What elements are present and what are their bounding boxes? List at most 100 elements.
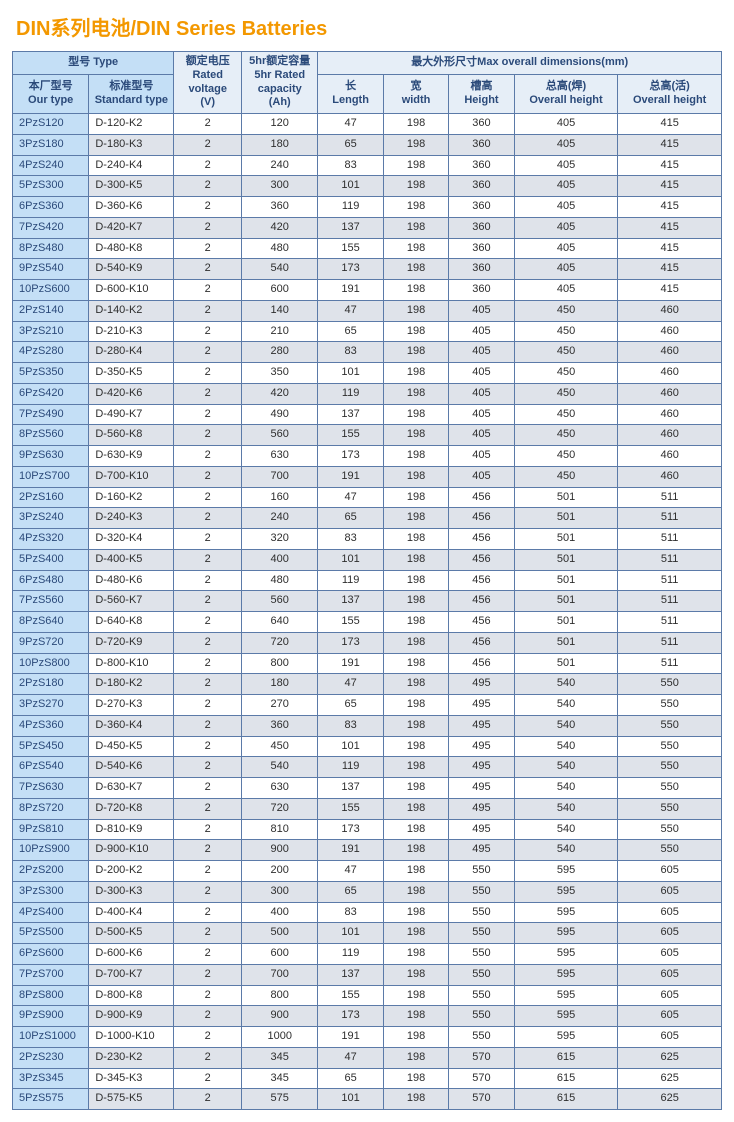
- cell-value: 550: [618, 819, 722, 840]
- cell-value: 47: [318, 1047, 383, 1068]
- cell-value: 83: [318, 902, 383, 923]
- cell-value: 550: [449, 923, 514, 944]
- cell-std-type: D-180-K2: [89, 674, 174, 695]
- cell-value: 595: [514, 1027, 618, 1048]
- cell-value: 456: [449, 632, 514, 653]
- cell-std-type: D-350-K5: [89, 363, 174, 384]
- cell-value: 198: [383, 1027, 448, 1048]
- cell-value: 198: [383, 861, 448, 882]
- cell-value: 137: [318, 217, 383, 238]
- table-row: 5PzS450D-450-K52450101198495540550: [13, 736, 722, 757]
- cell-value: 119: [318, 757, 383, 778]
- cell-value: 600: [242, 280, 318, 301]
- cell-value: 415: [618, 217, 722, 238]
- cell-value: 101: [318, 549, 383, 570]
- cell-value: 360: [449, 280, 514, 301]
- cell-value: 460: [618, 446, 722, 467]
- table-row: 3PzS180D-180-K3218065198360405415: [13, 134, 722, 155]
- cell-value: 560: [242, 591, 318, 612]
- cell-value: 65: [318, 881, 383, 902]
- cell-value: 2: [174, 321, 242, 342]
- cell-value: 595: [514, 861, 618, 882]
- cell-value: 173: [318, 1006, 383, 1027]
- cell-our-type: 8PzS640: [13, 612, 89, 633]
- cell-value: 560: [242, 425, 318, 446]
- cell-std-type: D-200-K2: [89, 861, 174, 882]
- cell-value: 2: [174, 570, 242, 591]
- table-row: 7PzS630D-630-K72630137198495540550: [13, 778, 722, 799]
- cell-value: 198: [383, 197, 448, 218]
- cell-std-type: D-540-K6: [89, 757, 174, 778]
- cell-value: 540: [514, 736, 618, 757]
- cell-value: 405: [449, 466, 514, 487]
- cell-our-type: 10PzS900: [13, 840, 89, 861]
- cell-value: 405: [514, 155, 618, 176]
- cell-value: 495: [449, 736, 514, 757]
- cell-value: 198: [383, 591, 448, 612]
- cell-value: 540: [514, 715, 618, 736]
- cell-std-type: D-400-K5: [89, 549, 174, 570]
- cell-value: 198: [383, 1047, 448, 1068]
- cell-our-type: 9PzS630: [13, 446, 89, 467]
- table-row: 6PzS420D-420-K62420119198405450460: [13, 383, 722, 404]
- cell-value: 198: [383, 881, 448, 902]
- cell-std-type: D-210-K3: [89, 321, 174, 342]
- table-row: 4PzS280D-280-K4228083198405450460: [13, 342, 722, 363]
- cell-value: 198: [383, 757, 448, 778]
- table-row: 10PzS800D-800-K102800191198456501511: [13, 653, 722, 674]
- cell-value: 460: [618, 404, 722, 425]
- cell-value: 415: [618, 176, 722, 197]
- cell-value: 480: [242, 238, 318, 259]
- cell-our-type: 6PzS600: [13, 944, 89, 965]
- cell-value: 450: [514, 321, 618, 342]
- cell-std-type: D-600-K10: [89, 280, 174, 301]
- cell-our-type: 6PzS480: [13, 570, 89, 591]
- table-row: 6PzS600D-600-K62600119198550595605: [13, 944, 722, 965]
- cell-value: 415: [618, 134, 722, 155]
- cell-value: 2: [174, 549, 242, 570]
- cell-value: 65: [318, 508, 383, 529]
- cell-value: 450: [242, 736, 318, 757]
- cell-our-type: 3PzS300: [13, 881, 89, 902]
- cell-value: 605: [618, 1006, 722, 1027]
- cell-value: 480: [242, 570, 318, 591]
- cell-value: 450: [514, 383, 618, 404]
- cell-value: 360: [242, 197, 318, 218]
- cell-value: 495: [449, 757, 514, 778]
- hdr-voltage: 额定电压Ratedvoltage(V): [174, 52, 242, 114]
- cell-value: 119: [318, 383, 383, 404]
- cell-value: 173: [318, 632, 383, 653]
- cell-value: 405: [514, 134, 618, 155]
- table-row: 8PzS640D-640-K82640155198456501511: [13, 612, 722, 633]
- cell-value: 456: [449, 591, 514, 612]
- table-row: 9PzS720D-720-K92720173198456501511: [13, 632, 722, 653]
- cell-value: 615: [514, 1089, 618, 1110]
- cell-value: 2: [174, 383, 242, 404]
- cell-value: 495: [449, 778, 514, 799]
- cell-value: 198: [383, 300, 448, 321]
- cell-value: 65: [318, 695, 383, 716]
- cell-value: 630: [242, 778, 318, 799]
- cell-value: 191: [318, 1027, 383, 1048]
- cell-value: 450: [514, 404, 618, 425]
- cell-value: 173: [318, 259, 383, 280]
- cell-value: 2: [174, 342, 242, 363]
- cell-value: 270: [242, 695, 318, 716]
- cell-value: 570: [449, 1089, 514, 1110]
- cell-value: 198: [383, 964, 448, 985]
- cell-value: 500: [242, 923, 318, 944]
- cell-std-type: D-800-K8: [89, 985, 174, 1006]
- cell-std-type: D-160-K2: [89, 487, 174, 508]
- cell-value: 198: [383, 1068, 448, 1089]
- cell-value: 191: [318, 840, 383, 861]
- cell-value: 456: [449, 529, 514, 550]
- cell-value: 550: [449, 902, 514, 923]
- cell-std-type: D-270-K3: [89, 695, 174, 716]
- cell-value: 456: [449, 653, 514, 674]
- cell-value: 595: [514, 985, 618, 1006]
- cell-our-type: 5PzS450: [13, 736, 89, 757]
- cell-std-type: D-345-K3: [89, 1068, 174, 1089]
- cell-value: 405: [514, 114, 618, 135]
- cell-value: 2: [174, 985, 242, 1006]
- cell-std-type: D-800-K10: [89, 653, 174, 674]
